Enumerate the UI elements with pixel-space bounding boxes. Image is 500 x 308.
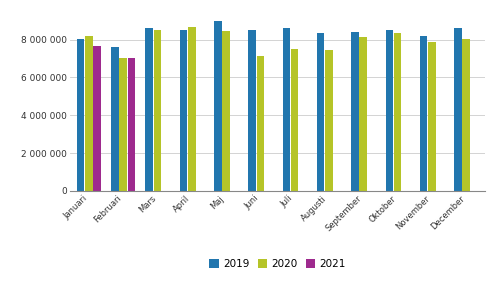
Bar	[188, 27, 196, 191]
Bar	[462, 39, 470, 191]
Bar	[282, 28, 290, 191]
Bar	[146, 28, 153, 191]
Bar	[386, 30, 393, 191]
Bar	[317, 33, 324, 191]
Bar	[325, 50, 332, 191]
Bar	[222, 30, 230, 191]
Bar	[454, 28, 462, 191]
Bar	[111, 47, 118, 191]
Bar	[77, 38, 84, 191]
Bar	[394, 33, 402, 191]
Bar	[154, 30, 161, 191]
Bar	[94, 46, 101, 191]
Bar	[180, 30, 188, 191]
Bar	[120, 58, 127, 191]
Bar	[291, 49, 298, 191]
Bar	[248, 30, 256, 191]
Bar	[351, 32, 359, 191]
Bar	[420, 36, 428, 191]
Bar	[256, 56, 264, 191]
Bar	[128, 58, 135, 191]
Bar	[214, 21, 222, 191]
Bar	[428, 42, 436, 191]
Bar	[85, 36, 92, 191]
Legend: 2019, 2020, 2021: 2019, 2020, 2021	[205, 255, 350, 273]
Bar	[360, 37, 367, 191]
